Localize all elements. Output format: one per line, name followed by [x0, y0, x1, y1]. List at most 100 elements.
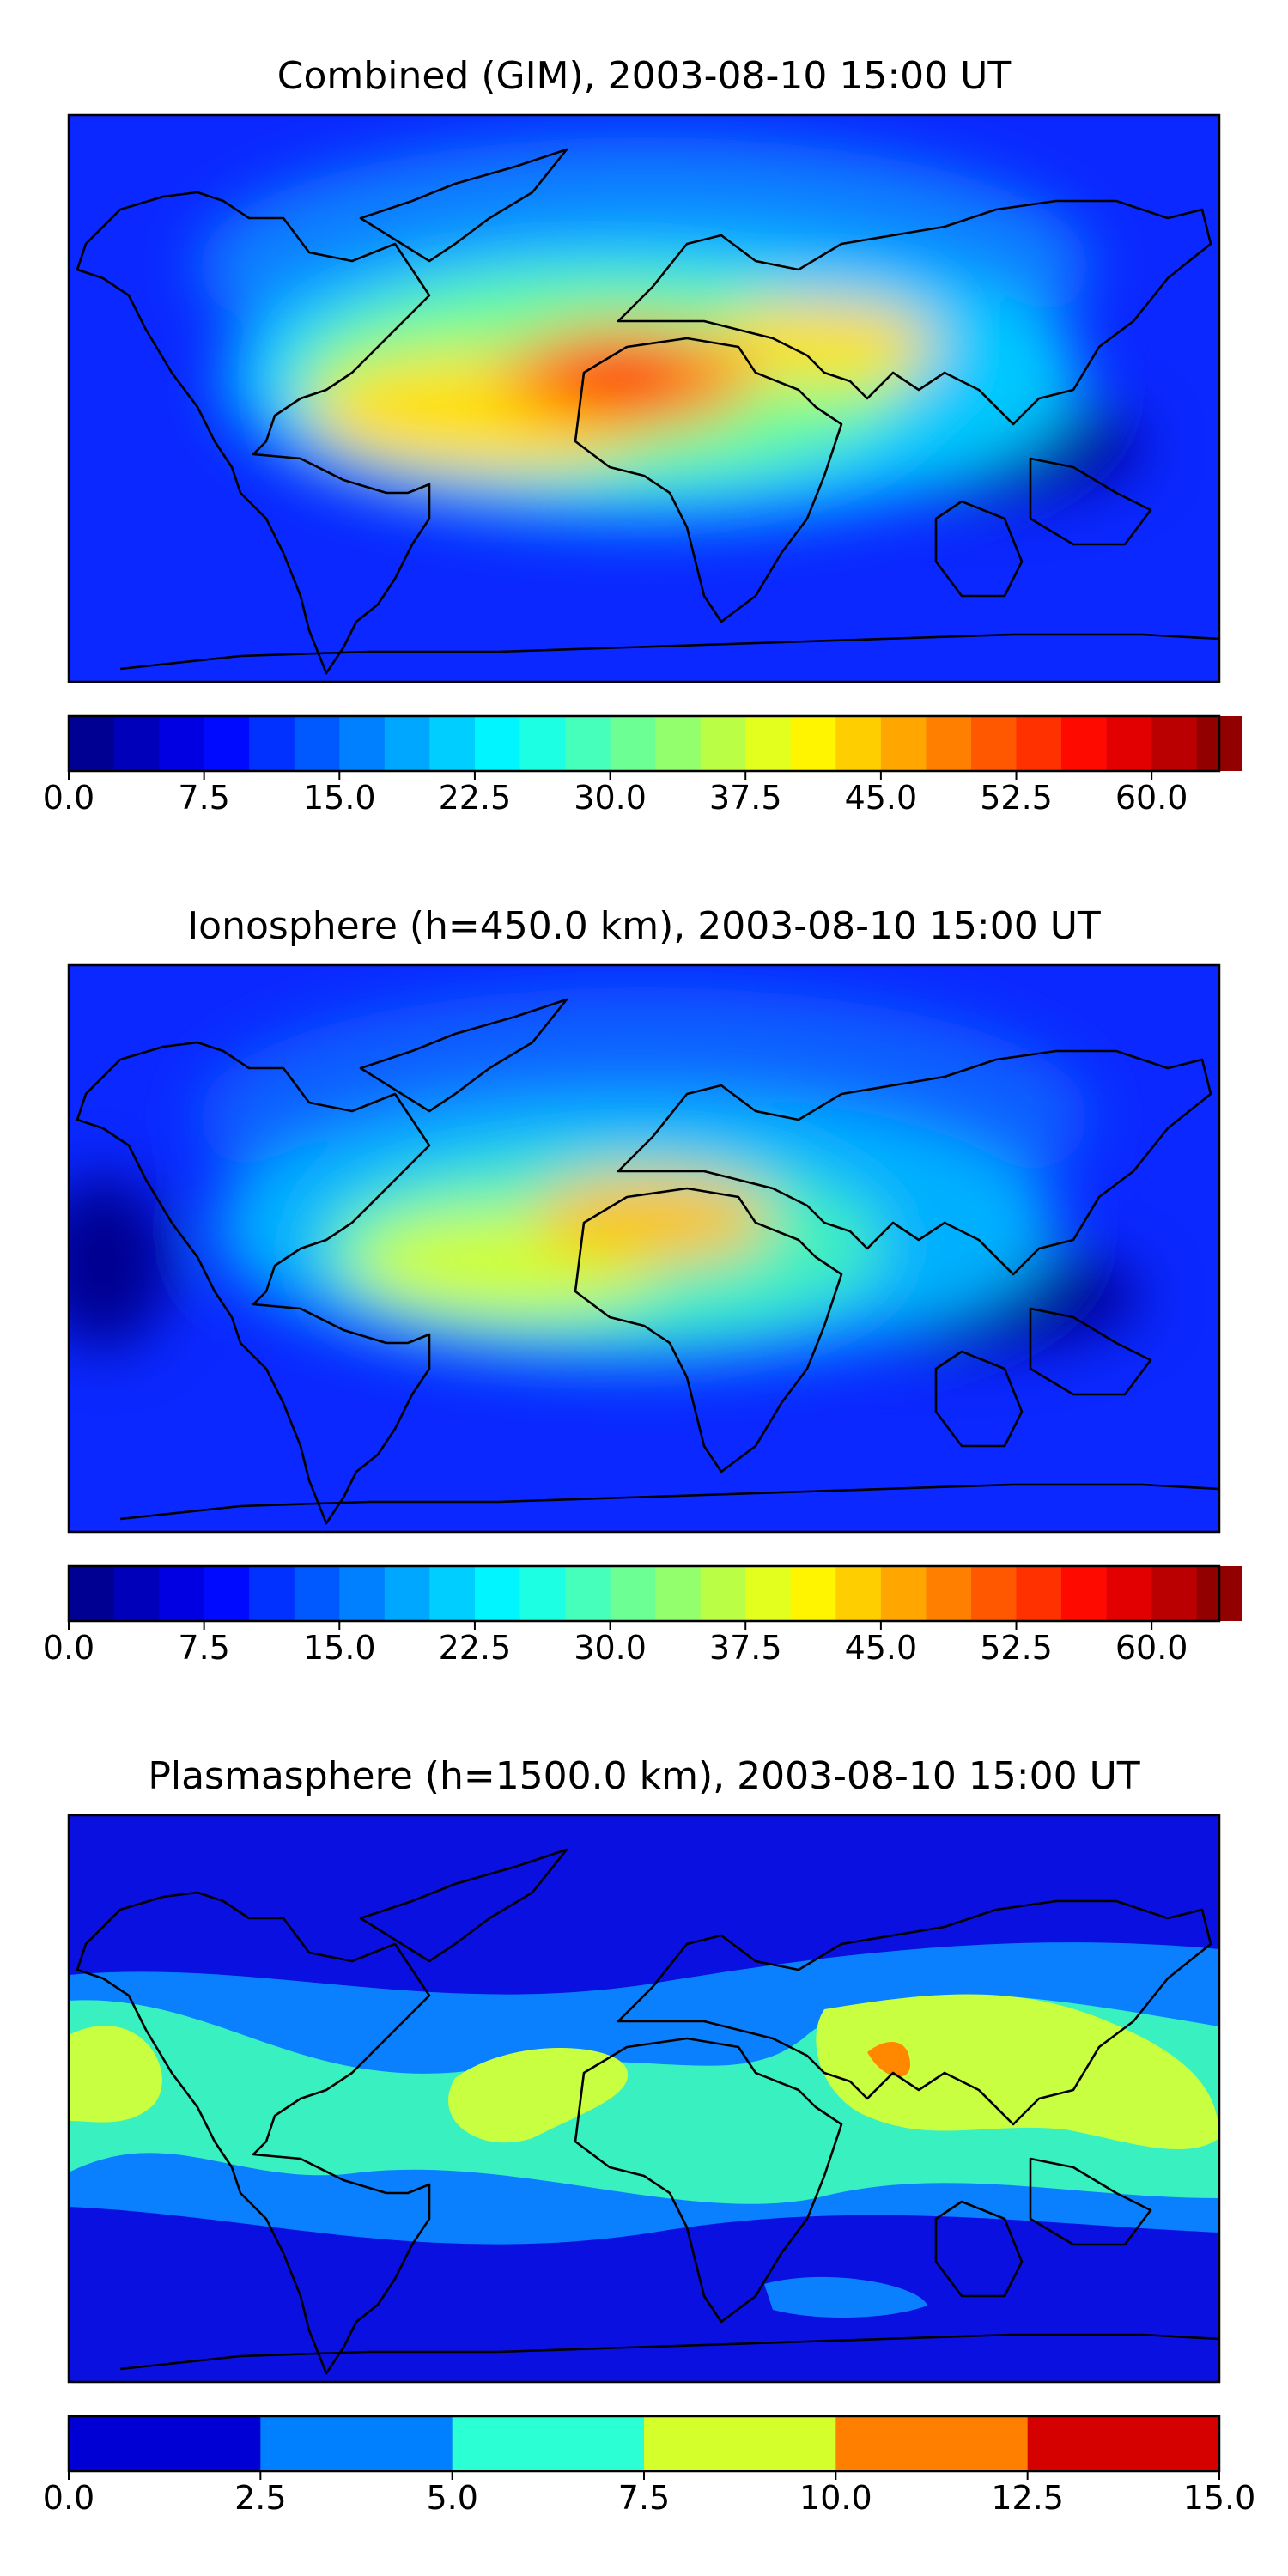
colorbar-tick-label: 60.0 [1115, 779, 1188, 817]
coastlines [76, 1848, 1220, 2375]
colorbar-ticks: 0.0 7.5 15.0 22.5 30.0 37.5 45.0 52.5 60.0 [43, 1621, 1188, 1667]
colorbar-2: 0.0 2.5 5.0 7.5 10.0 12.5 15.0 [43, 2415, 1256, 2517]
colorbar-tick-label: 5.0 [426, 2479, 477, 2517]
colorbar-swatch [880, 1566, 927, 1621]
colorbar-swatch [745, 1566, 792, 1621]
colorbar-tick-label: 30.0 [574, 779, 647, 817]
colorbar-swatch [339, 716, 386, 771]
colorbar-frame [67, 1564, 1221, 1623]
colorbar-swatch [384, 1566, 430, 1621]
colorbar-swatches [69, 1566, 1242, 1621]
colorbar-tick-label: 37.5 [709, 779, 782, 817]
colorbar-tick-label: 15.0 [303, 1629, 376, 1667]
colorbar-swatch [69, 2416, 261, 2471]
map-frame [67, 963, 1221, 1534]
colorbar-swatch [429, 1566, 476, 1621]
colorbar-swatch [565, 1566, 611, 1621]
colorbar-swatch [926, 1566, 972, 1621]
colorbar-tick-label: 45.0 [845, 779, 918, 817]
map-field [69, 1815, 1219, 2382]
colorbar-swatch [1027, 2416, 1220, 2471]
panel-combined: Combined (GIM), 2003-08-10 15:00 UT [43, 54, 1242, 817]
coastlines [76, 998, 1220, 1525]
colorbar-swatch [790, 716, 836, 771]
map-frame [67, 113, 1221, 683]
colorbar-tick-label: 2.5 [234, 2479, 286, 2517]
colorbar-tick-label: 7.5 [178, 779, 229, 817]
panel-title: Combined (GIM), 2003-08-10 15:00 UT [277, 54, 1012, 98]
colorbar-swatch [69, 1566, 115, 1621]
colorbar-swatch [700, 1566, 746, 1621]
map-frame [67, 1814, 1221, 2384]
colorbar-frame [67, 714, 1221, 773]
colorbar-swatch [294, 1566, 340, 1621]
colorbar-tick-label: 7.5 [178, 1629, 229, 1667]
colorbar-tick-label: 52.5 [980, 779, 1053, 817]
panel-title: Ionosphere (h=450.0 km), 2003-08-10 15:0… [187, 904, 1101, 948]
colorbar-swatch [700, 716, 746, 771]
colorbar-swatch [970, 1566, 1018, 1621]
map-field [69, 965, 1219, 1532]
colorbar-swatch [474, 716, 521, 771]
colorbar-1: 0.0 7.5 15.0 22.5 30.0 37.5 45.0 52.5 60.0 [43, 1564, 1242, 1667]
colorbar-tick-label: 22.5 [439, 779, 512, 817]
colorbar-swatch [790, 1566, 836, 1621]
colorbar-swatch [565, 716, 611, 771]
colorbar-swatch [655, 716, 702, 771]
colorbar-tick-label: 52.5 [980, 1629, 1053, 1667]
colorbar-swatch [429, 716, 476, 771]
colorbar-tick-label: 37.5 [709, 1629, 782, 1667]
map-field [69, 115, 1219, 682]
field-blobs [197, 137, 1142, 524]
colorbar-tick-label: 12.5 [991, 2479, 1064, 2517]
colorbar-swatch [519, 716, 566, 771]
colorbar-swatch [294, 716, 340, 771]
colorbar-tick-label: 7.5 [618, 2479, 670, 2517]
colorbar-tick-label: 0.0 [43, 1629, 94, 1667]
colorbar-swatch [655, 1566, 702, 1621]
colorbar-swatch [113, 1566, 160, 1621]
colorbar-swatch [1061, 1566, 1108, 1621]
colorbar-swatch [249, 1566, 295, 1621]
colorbar-swatch [1106, 1566, 1152, 1621]
colorbar-swatch [113, 716, 160, 771]
colorbar-swatch [970, 716, 1018, 771]
colorbar-swatch [260, 2416, 453, 2471]
colorbar-swatch [880, 716, 927, 771]
colorbar-swatch [159, 1566, 205, 1621]
colorbar-swatch [835, 716, 882, 771]
colorbar-swatch [1151, 716, 1198, 771]
field-bands [69, 1942, 1219, 2318]
colorbar-tick-label: 22.5 [439, 1629, 512, 1667]
colorbar-swatch [249, 716, 295, 771]
colorbar-swatch [1106, 716, 1152, 771]
colorbar-swatch [1016, 1566, 1062, 1621]
colorbar-swatch [1061, 716, 1108, 771]
colorbar-swatch [519, 1566, 566, 1621]
colorbar-tick-label: 0.0 [43, 2479, 94, 2517]
field-blobs [69, 987, 1142, 1365]
colorbar-swatch [835, 2416, 1029, 2471]
panel-title: Plasmasphere (h=1500.0 km), 2003-08-10 1… [148, 1754, 1139, 1798]
coastlines [76, 148, 1220, 675]
colorbar-tick-label: 15.0 [1183, 2479, 1256, 2517]
colorbar-swatch [69, 716, 115, 771]
colorbar-swatch [159, 716, 205, 771]
colorbar-tick-label: 10.0 [799, 2479, 872, 2517]
colorbar-swatch [384, 716, 430, 771]
colorbar-swatch [339, 1566, 386, 1621]
colorbar-swatches [69, 716, 1242, 771]
colorbar-ticks: 0.0 2.5 5.0 7.5 10.0 12.5 15.0 [43, 2471, 1256, 2517]
colorbar-swatch [610, 716, 656, 771]
colorbar-swatch [1016, 716, 1062, 771]
colorbar-swatch [474, 1566, 521, 1621]
colorbar-swatch [610, 1566, 656, 1621]
colorbar-swatch [926, 716, 972, 771]
colorbar-tick-label: 30.0 [574, 1629, 647, 1667]
colorbar-swatch [835, 1566, 882, 1621]
panel-plasmasphere: Plasmasphere (h=1500.0 km), 2003-08-10 1… [43, 1754, 1256, 2517]
colorbar-swatch [204, 716, 250, 771]
colorbar-swatch [452, 2416, 645, 2471]
colorbar-tick-label: 45.0 [845, 1629, 918, 1667]
